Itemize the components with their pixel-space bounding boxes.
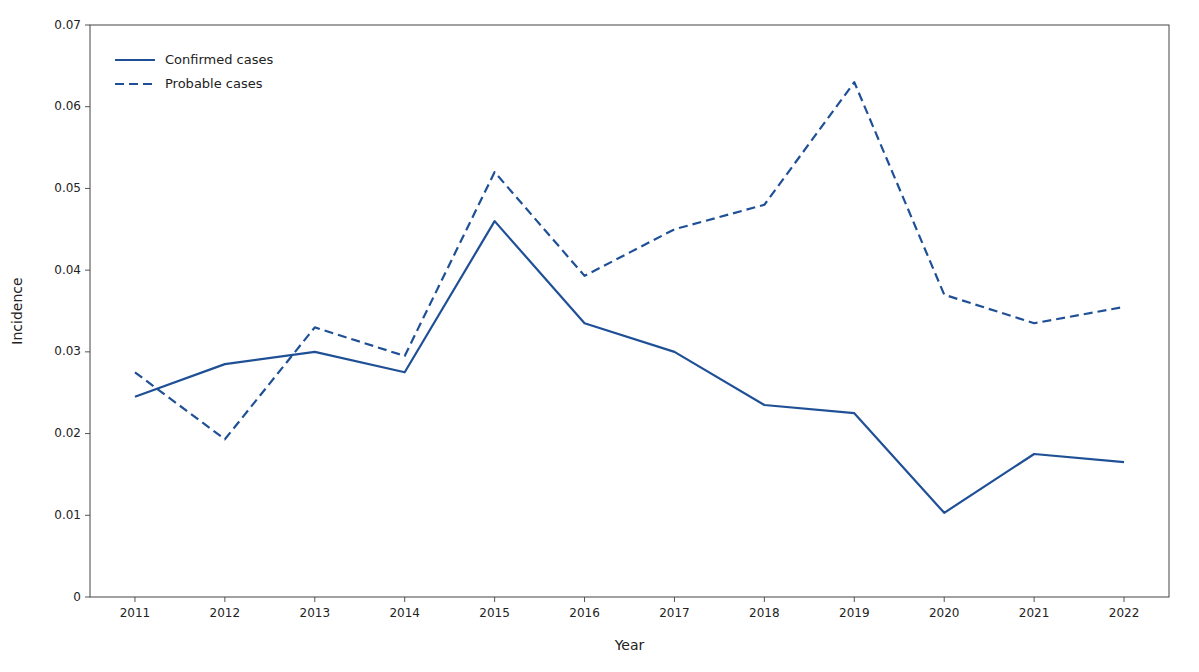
y-tick <box>85 270 90 271</box>
y-tick <box>85 188 90 189</box>
y-axis-label: Incidence <box>9 277 25 344</box>
x-axis-label: Year <box>614 637 645 653</box>
x-tick <box>224 597 225 602</box>
chart-svg: 00.010.020.030.040.050.060.0720112012201… <box>0 0 1199 672</box>
legend: Confirmed cases Probable cases <box>115 52 274 91</box>
x-tick-label: 2021 <box>1019 606 1050 620</box>
x-tick <box>584 597 585 602</box>
x-tick-label: 2011 <box>120 606 151 620</box>
legend-label: Probable cases <box>165 76 263 91</box>
x-tick-label: 2022 <box>1109 606 1140 620</box>
x-tick-label: 2014 <box>389 606 420 620</box>
y-tick-label: 0.05 <box>54 181 81 195</box>
y-tick-label: 0.02 <box>54 426 81 440</box>
x-tick-label: 2018 <box>749 606 780 620</box>
x-tick <box>854 597 855 602</box>
x-tick <box>314 597 315 602</box>
x-tick <box>404 597 405 602</box>
x-tick <box>1034 597 1035 602</box>
y-tick <box>85 351 90 352</box>
legend-swatch <box>115 59 155 61</box>
lines <box>135 82 1124 513</box>
plot-background <box>90 25 1169 597</box>
x-tick <box>764 597 765 602</box>
legend-label: Confirmed cases <box>165 52 274 67</box>
x-tick-label: 2020 <box>929 606 960 620</box>
y-tick-label: 0.01 <box>54 508 81 522</box>
x-tick <box>134 597 135 602</box>
y-tick <box>85 106 90 107</box>
x-tick <box>1124 597 1125 602</box>
x-tick-label: 2013 <box>300 606 331 620</box>
legend-swatch <box>115 83 155 85</box>
y-tick-label: 0.06 <box>54 99 81 113</box>
x-tick <box>944 597 945 602</box>
x-tick-label: 2016 <box>569 606 600 620</box>
x-tick-label: 2012 <box>210 606 241 620</box>
y-axis: 0 0.01 0.02 0.03 0.04 0.05 0.06 0.07 <box>54 18 90 604</box>
y-tick-label: 0 <box>73 590 81 604</box>
x-tick-label: 2015 <box>479 606 510 620</box>
x-tick <box>494 597 495 602</box>
y-tick-label: 0.03 <box>54 344 81 358</box>
x-tick-label: 2019 <box>839 606 870 620</box>
chart-container: 00.010.020.030.040.050.060.0720112012201… <box>0 0 1199 672</box>
x-axis: 2011 2012 2013 2014 2015 2016 2017 2018 2019 2020… <box>120 597 1140 620</box>
x-tick-label: 2017 <box>659 606 690 620</box>
y-tick <box>85 433 90 434</box>
y-tick-label: 0.04 <box>54 263 81 277</box>
series-line <box>135 221 1124 513</box>
y-tick-label: 0.07 <box>54 18 81 32</box>
plot-frame <box>90 25 1169 597</box>
series-line <box>135 82 1124 439</box>
y-tick <box>85 25 90 26</box>
y-tick <box>85 515 90 516</box>
x-tick <box>674 597 675 602</box>
y-tick <box>85 597 90 598</box>
